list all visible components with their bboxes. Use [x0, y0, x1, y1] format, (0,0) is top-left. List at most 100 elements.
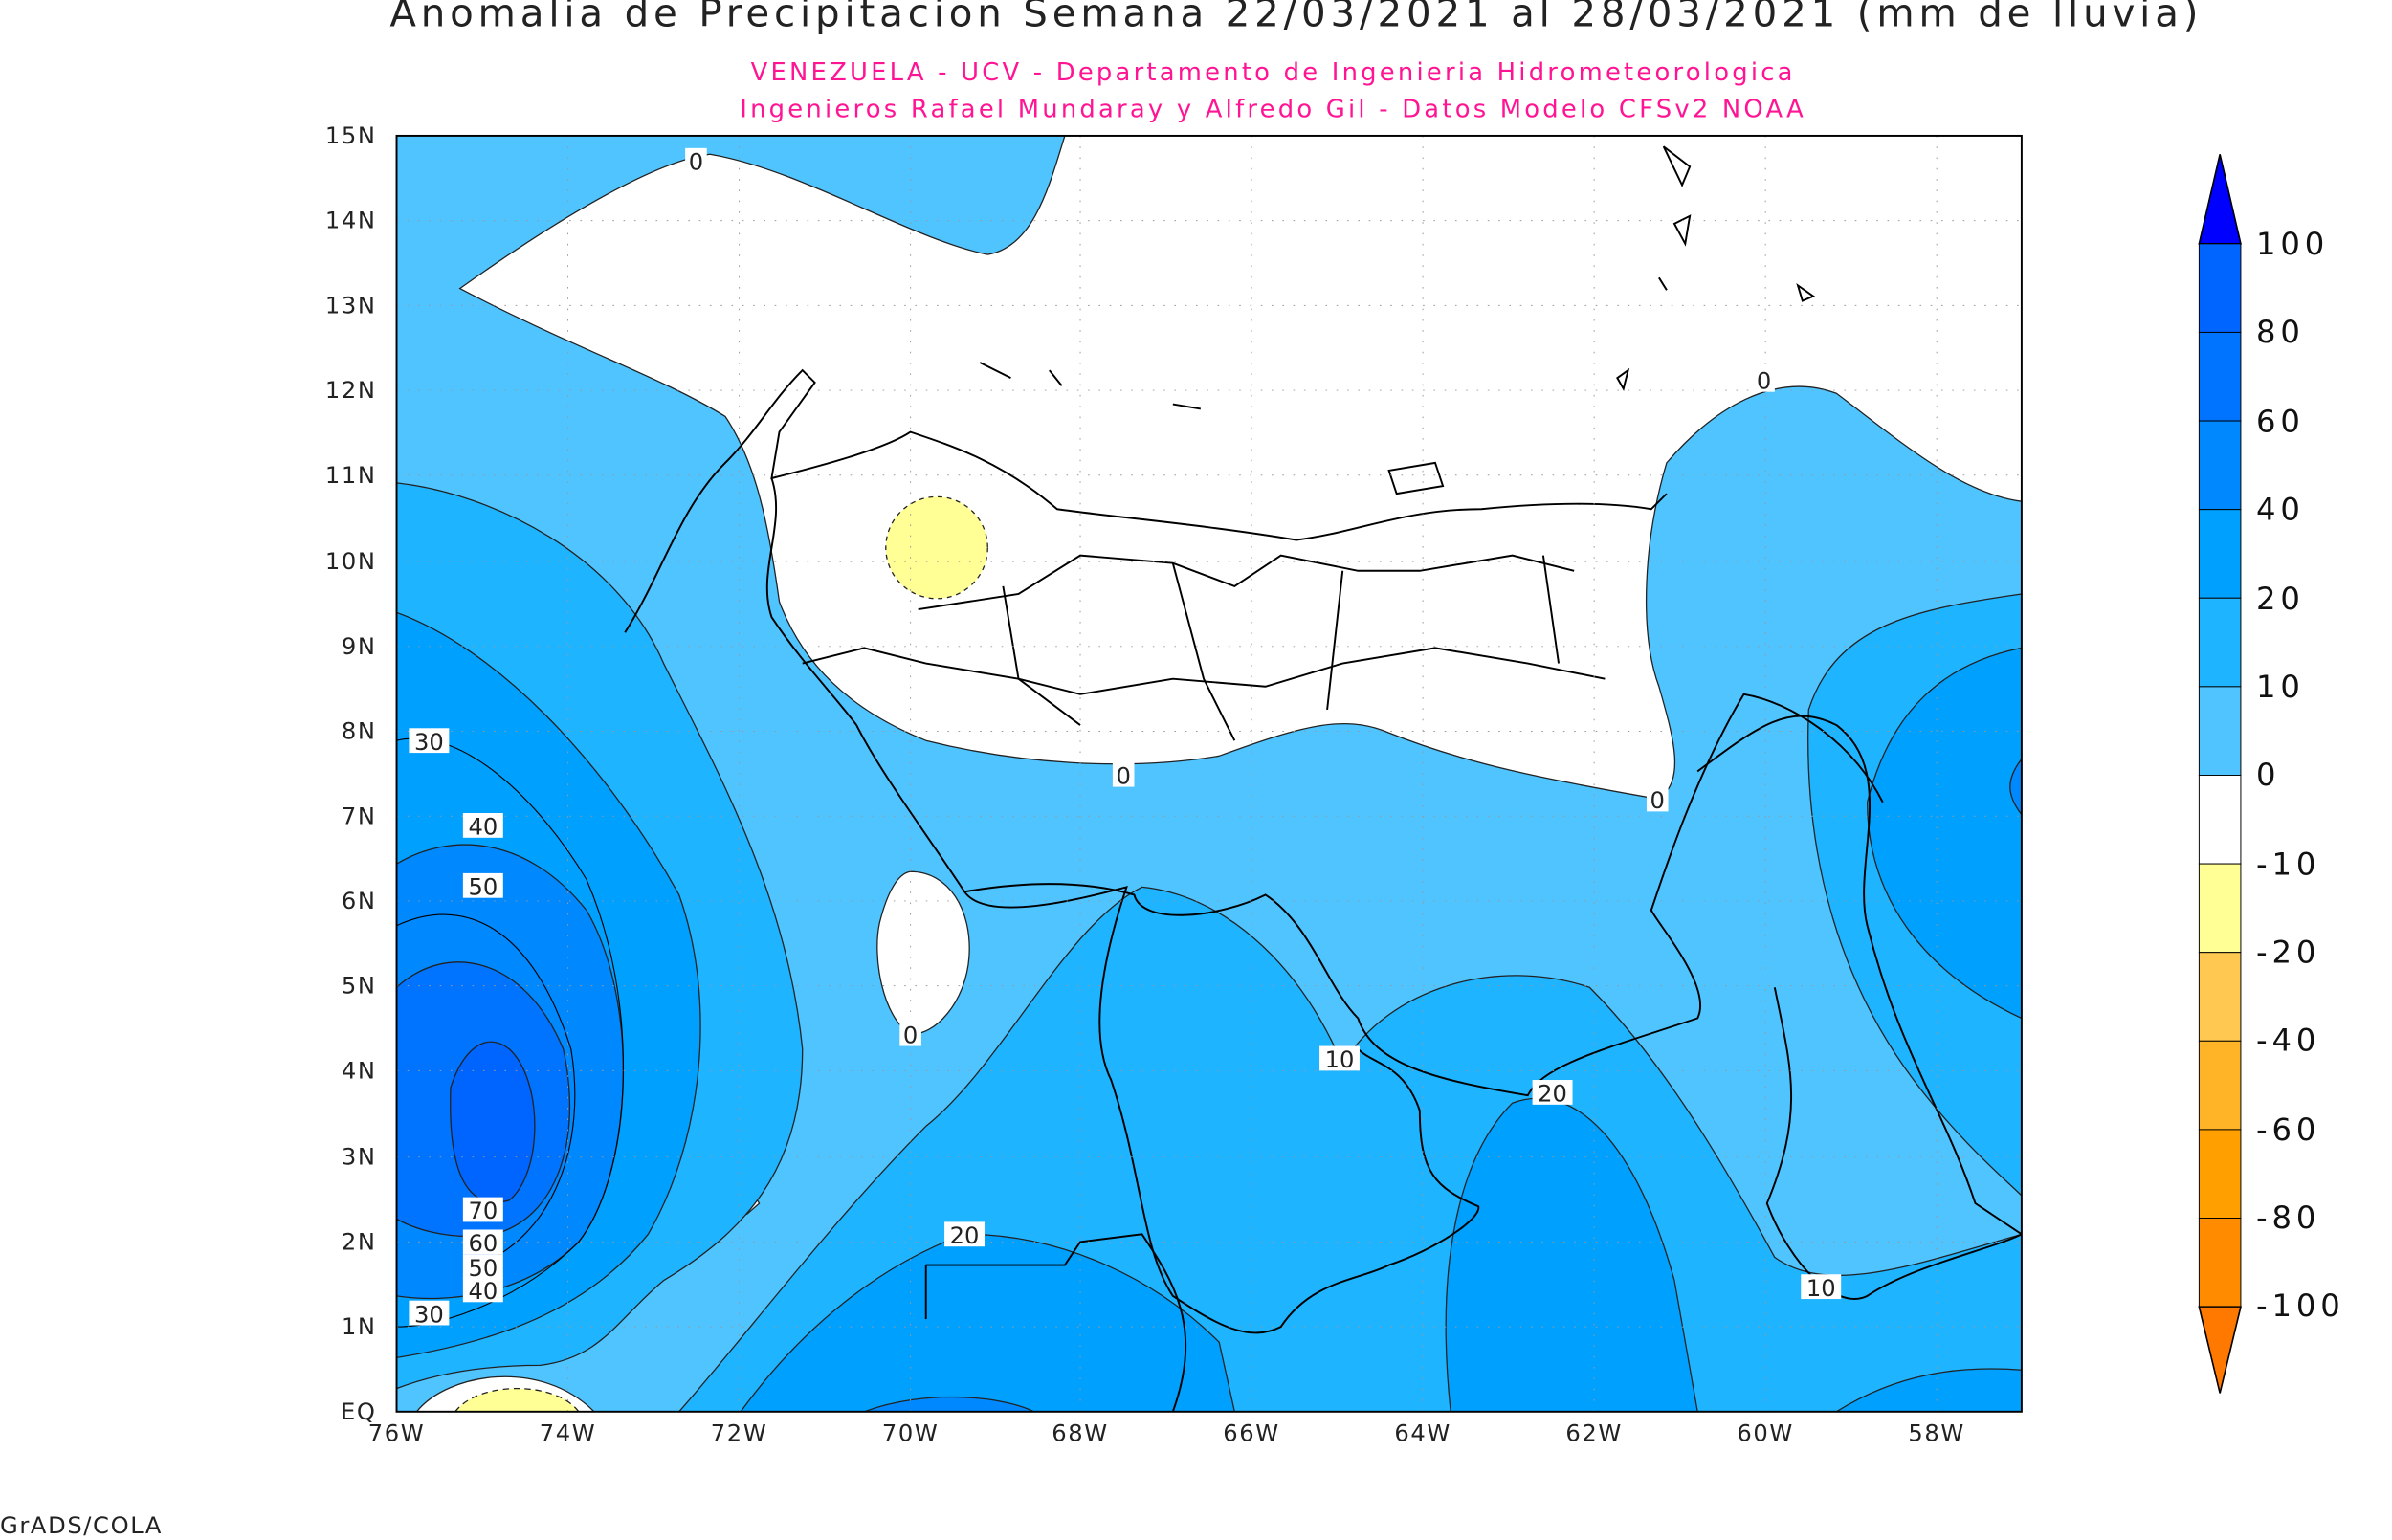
- svg-text:10: 10: [1325, 1046, 1355, 1073]
- contour-label: 0: [1646, 786, 1669, 814]
- fill-white-north: [458, 135, 2022, 801]
- svg-text:30: 30: [414, 1301, 444, 1328]
- x-tick: 70W: [881, 1419, 940, 1447]
- y-tick: EQ: [340, 1397, 377, 1426]
- contour-label: 0: [899, 1021, 921, 1048]
- x-tick: 60W: [1737, 1419, 1794, 1447]
- y-tick: 14N: [324, 207, 377, 235]
- colorbar: [2198, 154, 2242, 1394]
- y-tick: 5N: [341, 972, 377, 1001]
- colorbar-band: [2198, 952, 2242, 1042]
- colorbar-band: [2198, 774, 2242, 865]
- contour-label: 20: [1532, 1080, 1573, 1108]
- contour-label: 20: [944, 1221, 986, 1249]
- svg-text:0: 0: [1757, 367, 1771, 394]
- x-tick: 72W: [710, 1419, 768, 1447]
- colorbar-band: [2198, 1040, 2242, 1131]
- svg-text:30: 30: [414, 729, 444, 756]
- x-tick: 62W: [1565, 1419, 1623, 1447]
- contour-label: 0: [1112, 761, 1135, 789]
- subtitle-line-1: VENEZUELA - UCV - Departamento de Ingeni…: [750, 56, 1796, 87]
- colorbar-label: -40: [2256, 1021, 2321, 1059]
- y-tick: 13N: [324, 291, 377, 319]
- contour-label: 40: [462, 1277, 503, 1305]
- y-tick: 4N: [341, 1056, 377, 1085]
- fill-yellow-blob: [885, 495, 988, 600]
- colorbar-band: [2198, 243, 2242, 333]
- y-tick: 1N: [341, 1312, 377, 1341]
- svg-text:20: 20: [950, 1222, 980, 1249]
- svg-text:50: 50: [468, 1255, 498, 1282]
- colorbar-label: -100: [2256, 1287, 2345, 1324]
- fill-80-west: [450, 1041, 536, 1203]
- subtitle-line-2: Ingenieros Rafael Mundaray y Alfredo Gil…: [740, 94, 1807, 124]
- fill-20-40-south-c: [1835, 1368, 2022, 1412]
- svg-text:40: 40: [468, 814, 498, 841]
- svg-text:0: 0: [1116, 762, 1130, 789]
- y-tick: 12N: [324, 376, 377, 405]
- x-tick: 68W: [1052, 1419, 1109, 1447]
- colorbar-label: 40: [2256, 490, 2305, 528]
- contour-label: 30: [409, 728, 450, 756]
- y-tick: 8N: [341, 716, 377, 746]
- svg-text:0: 0: [689, 148, 703, 175]
- colorbar-band: [2198, 597, 2242, 688]
- contour-label: 50: [462, 872, 503, 900]
- colorbar-bottom-arrow: [2198, 1306, 2242, 1394]
- fill-20-40-east: [1866, 647, 2022, 1020]
- contour-label: 50: [462, 1254, 503, 1282]
- colorbar-band: [2198, 1129, 2242, 1220]
- x-tick: 64W: [1394, 1419, 1451, 1447]
- colorbar-label: 20: [2256, 580, 2305, 618]
- y-tick: 11N: [324, 461, 377, 490]
- colorbar-label: -60: [2256, 1111, 2321, 1148]
- y-tick: 9N: [341, 632, 377, 661]
- colorbar-label: 80: [2256, 313, 2305, 351]
- colorbar-band: [2198, 863, 2242, 954]
- contour-label: 0: [685, 147, 707, 175]
- colorbar-label: 100: [2256, 225, 2330, 263]
- colorbar-band: [2198, 331, 2242, 422]
- y-tick: 2N: [341, 1227, 377, 1256]
- x-tick: 58W: [1908, 1419, 1965, 1447]
- colorbar-label: 60: [2256, 402, 2305, 440]
- svg-text:40: 40: [468, 1278, 498, 1305]
- grads-credit: GrADS/COLA: [0, 1511, 164, 1540]
- colorbar-label: -20: [2256, 933, 2321, 971]
- contour-labels: 0 0 0 0 0 30 40 50 70 60 50 40 30 20 20 …: [409, 147, 1842, 1328]
- contour-label: 60: [462, 1229, 503, 1257]
- map-title: Anomalia de Precipitacion Semana 22/03/2…: [389, 0, 2204, 36]
- fill-yellow-sw: [454, 1388, 580, 1412]
- fill-20-40-south-b: [1445, 1097, 1698, 1412]
- colorbar-label: -80: [2256, 1199, 2321, 1236]
- contour-label: 30: [409, 1300, 450, 1328]
- svg-text:50: 50: [468, 873, 498, 900]
- colorbar-band: [2198, 686, 2242, 776]
- svg-text:20: 20: [1538, 1081, 1567, 1108]
- fill-40-south: [863, 1396, 1034, 1412]
- contour-label: 70: [462, 1197, 503, 1224]
- y-tick: 3N: [341, 1143, 377, 1172]
- contour-label: 10: [1801, 1274, 1842, 1302]
- contour-label: 0: [1753, 366, 1775, 394]
- contour-label: 10: [1319, 1045, 1360, 1073]
- svg-text:0: 0: [1650, 787, 1665, 814]
- x-tick: 66W: [1223, 1419, 1280, 1447]
- svg-text:60: 60: [468, 1230, 498, 1257]
- grid-lines: [396, 135, 2022, 1412]
- y-tick: 6N: [341, 887, 377, 915]
- contour-lines: [396, 737, 624, 1328]
- colorbar-label: 0: [2256, 756, 2281, 794]
- svg-text:10: 10: [1806, 1275, 1836, 1302]
- colorbar-label: -10: [2256, 845, 2321, 883]
- svg-text:70: 70: [468, 1198, 498, 1224]
- x-tick: 76W: [367, 1419, 426, 1447]
- contour-label: 40: [462, 812, 503, 841]
- y-tick: 7N: [341, 802, 377, 830]
- x-tick: 74W: [539, 1419, 597, 1447]
- country-borders: [624, 145, 2022, 1412]
- svg-text:0: 0: [903, 1022, 918, 1048]
- colorbar-band: [2198, 420, 2242, 511]
